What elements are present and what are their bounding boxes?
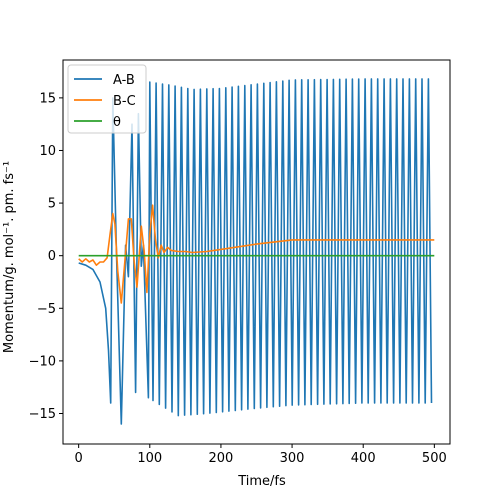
axes-frame [62,59,451,445]
legend-label: B-C [113,94,136,109]
series-line-0 [78,78,433,425]
y-tick-label: 0 [48,249,56,264]
legend-box [67,64,147,134]
legend-label: A-B [113,73,135,88]
legend-label: θ [113,115,121,130]
y-tick-label: 15 [39,91,56,106]
x-axis-ticks: 0 100 200 300 400 500 [75,444,447,466]
y-axis-label: Momentum/g. mol⁻¹. pm. fs⁻¹ [2,161,17,353]
y-tick-label: 5 [48,197,56,212]
x-axis-label: Time/fs [237,474,286,489]
legend: A-B B-C θ [67,64,147,134]
x-tick-label: 200 [209,451,234,466]
x-tick-label: 100 [137,451,162,466]
plot-lines [78,78,435,425]
x-tick-label: 300 [280,451,305,466]
y-tick-label: −5 [37,302,56,317]
y-tick-label: −10 [29,354,56,369]
y-axis-ticks: −15 −10 −5 0 5 10 15 [29,91,63,422]
series-line-1 [78,204,435,304]
x-tick-label: 400 [351,451,376,466]
plot-frame [62,59,451,445]
y-tick-label: −15 [29,407,56,422]
x-tick-label: 500 [422,451,447,466]
x-tick-label: 0 [75,451,83,466]
y-tick-label: 10 [39,144,56,159]
